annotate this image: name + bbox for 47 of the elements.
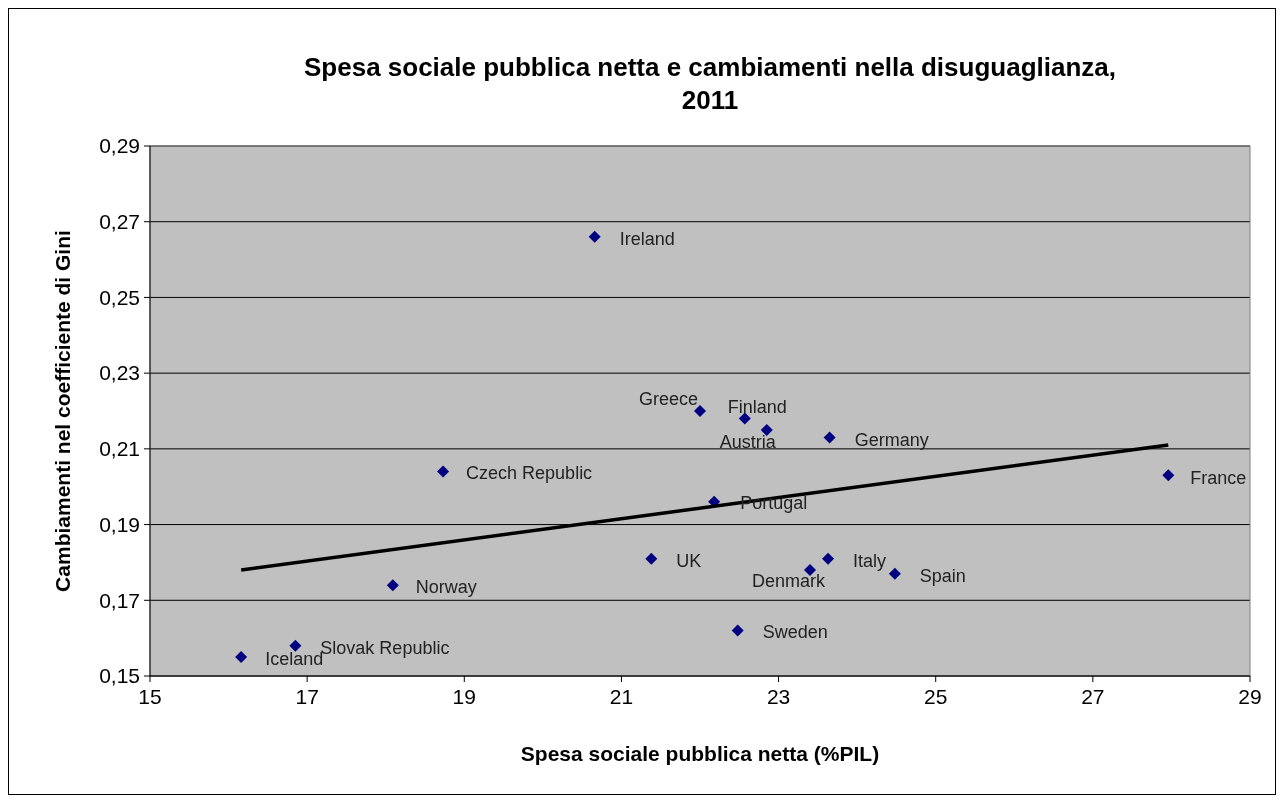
y-tick-label: 0,25 (99, 285, 140, 309)
x-tick-label: 19 (452, 685, 476, 708)
annotation: Greece (638, 389, 698, 410)
y-tick-label: 0,17 (99, 588, 140, 612)
annotation: Ireland (619, 229, 675, 250)
point (822, 552, 835, 565)
annotation: Austria (719, 432, 777, 453)
point (1162, 469, 1175, 482)
annotation: Germany (854, 429, 929, 450)
point (888, 567, 901, 580)
annotation: Denmark (752, 571, 827, 592)
point (289, 639, 302, 652)
annotation: Norway (415, 577, 477, 598)
y-tick-label: 0,19 (99, 512, 140, 536)
y-tick-label: 0,15 (99, 664, 140, 688)
y-tick-label: 0,27 (99, 210, 140, 234)
chart-title: Spesa sociale pubblica netta e cambiamenti nella disuguaglianza, 2011 (303, 52, 1117, 115)
y-tick-label: 0,29 (99, 134, 140, 158)
x-tick-label: 27 (1081, 685, 1105, 708)
x-tick-label: 17 (295, 685, 319, 708)
annotation: Spain (919, 566, 966, 587)
y-tick-label: 0,23 (99, 361, 140, 385)
point (235, 651, 248, 664)
point (437, 465, 450, 478)
point (645, 552, 658, 565)
x-tick-label: 25 (924, 685, 948, 708)
x-axis-title: Spesa sociale pubblica netta (%PIL) (520, 742, 880, 765)
point (588, 230, 601, 243)
annotation: Portugal (740, 493, 808, 514)
point (694, 405, 706, 417)
x-tick-label: 21 (609, 685, 634, 708)
x-tick-label: 29 (1238, 685, 1262, 708)
y-tick-label: 0,21 (99, 437, 140, 461)
point (760, 423, 773, 436)
annotation: UK (676, 550, 702, 571)
point (823, 431, 836, 444)
annotation: Italy (853, 550, 887, 571)
annotation: France (1190, 467, 1247, 488)
annotation: Finland (727, 396, 787, 417)
point (738, 412, 751, 425)
x-tick-label: 23 (766, 685, 791, 708)
x-tick-label: 15 (138, 685, 162, 708)
y-axis-title: Cambiamenti nel coefficiente di Gini (51, 230, 74, 592)
annotation: Sweden (762, 621, 828, 642)
annotation: Czech Republic (466, 462, 593, 483)
point (386, 579, 399, 592)
point (731, 624, 744, 637)
